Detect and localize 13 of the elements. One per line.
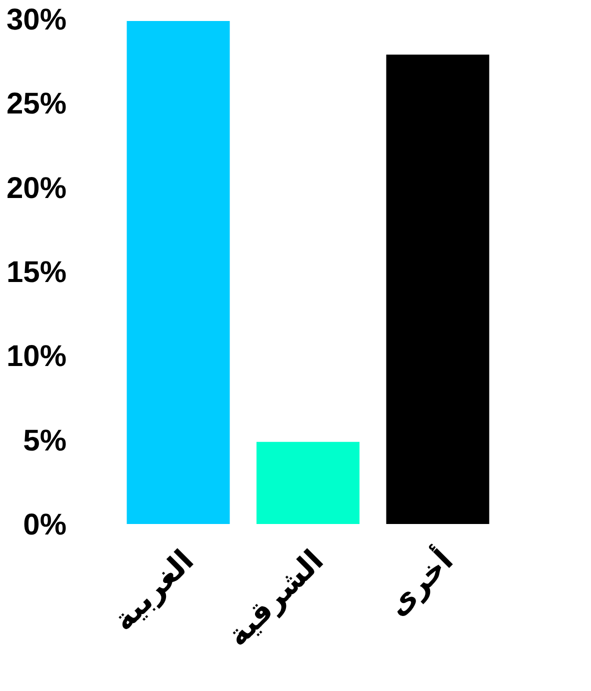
x-tick-label: أخرى (378, 541, 460, 624)
y-tick-label: 30% (6, 4, 66, 36)
x-tick-label: الشرقية (220, 543, 331, 654)
y-tick-label: 20% (6, 172, 66, 205)
y-tick-label: 5% (23, 424, 66, 458)
bar (124, 19, 232, 526)
y-tick-label: 25% (6, 88, 66, 121)
bar (254, 440, 362, 526)
y-tick-label: 0% (23, 508, 66, 542)
y-tick-label: 10% (6, 340, 66, 374)
x-tick-label: الغربية (106, 543, 201, 638)
bar (384, 52, 492, 526)
y-tick-label: 15% (6, 256, 66, 289)
